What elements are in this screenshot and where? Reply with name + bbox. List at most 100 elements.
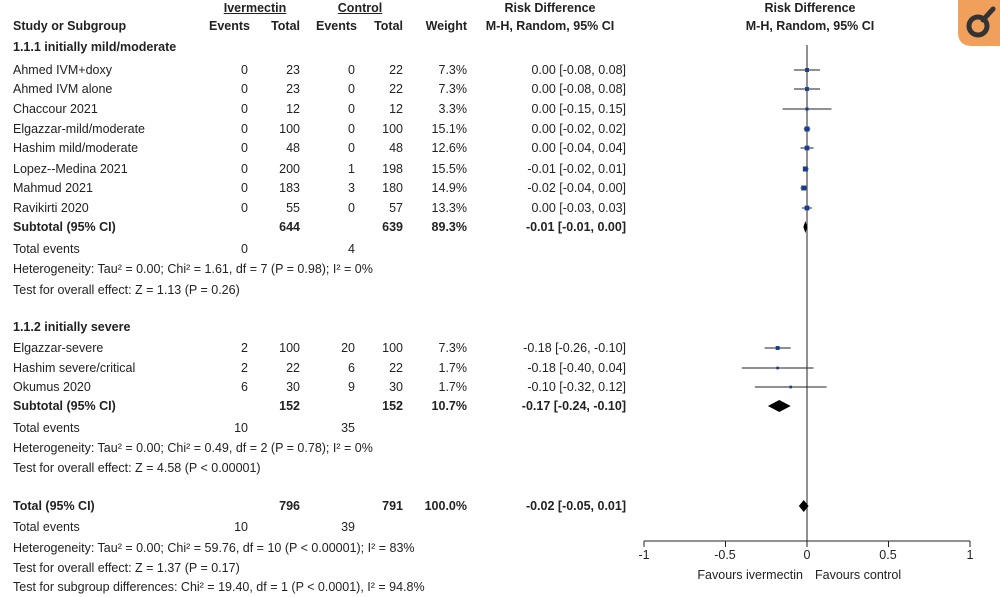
subtotal-ci: -0.17 [-0.24, -0.10] [521,399,626,413]
total-events1: 10 [234,520,248,534]
tick-label: 0 [803,548,811,562]
events1: 2 [241,361,248,375]
study-marker [776,366,779,370]
total2: 100 [382,341,403,355]
weight: 12.6% [431,141,467,155]
study-marker [802,166,808,172]
risk-difference-ci: -0.18 [-0.26, -0.10] [523,341,626,355]
group1-header: Ivermectin [223,1,287,15]
brand-logo-stem [980,6,996,23]
study-marker [775,346,780,350]
group2-header: Control [337,1,383,15]
total1: 100 [279,122,300,136]
col-total1: Total [271,19,300,33]
subtotal-label: Subtotal (95% CI) [13,399,116,413]
subtotal-ci: -0.01 [-0.01, 0.00] [525,220,626,234]
study-marker [789,385,793,389]
subtotal-total1: 152 [279,399,300,413]
total1: 100 [279,341,300,355]
events1: 0 [241,162,248,176]
events2: 9 [348,380,355,394]
study-marker [804,126,810,132]
total2: 48 [389,141,403,155]
weight: 3.3% [438,102,468,116]
events2: 0 [348,201,355,215]
tick-label: -0.5 [714,548,736,562]
favours-left: Favours ivermectin [697,568,803,582]
events2: 3 [348,181,355,195]
weight: 13.3% [431,201,467,215]
subgroup-title: 1.1.2 initially severe [13,320,131,334]
total-ci: -0.02 [-0.05, 0.01] [525,499,626,513]
risk-difference-ci: 0.00 [-0.02, 0.02] [531,122,626,136]
events2: 6 [348,361,355,375]
col-events1: Events [209,19,250,33]
total-events1: 10 [234,421,248,435]
brand-logo-icon [958,0,1000,46]
total1: 183 [279,181,300,195]
study-name: Lopez--Medina 2021 [13,162,128,176]
total1: 12 [286,102,300,116]
total2: 30 [389,380,403,394]
study-name: Okumus 2020 [13,380,91,394]
total-total2: 791 [382,499,403,513]
total2: 22 [389,82,403,96]
weight: 15.1% [431,122,467,136]
study-name: Chaccour 2021 [13,102,98,116]
pooled-estimate-diamond [798,500,809,512]
subgroup-title: 1.1.1 initially mild/moderate [13,40,177,54]
study-name: Ravikirti 2020 [13,201,89,215]
risk-difference-ci: 0.00 [-0.15, 0.15] [531,102,626,116]
weight: 1.7% [438,361,468,375]
total-events2: 35 [341,421,355,435]
study-name: Hashim severe/critical [13,361,136,375]
events2: 0 [348,122,355,136]
pooled-estimate-diamond [767,400,791,412]
total-events-label: Total events [13,421,80,435]
overall-effect: Test for overall effect: Z = 1.37 (P = 0… [13,561,240,575]
subtotal-weight: 89.3% [431,220,467,234]
total2: 12 [389,102,403,116]
risk-difference-ci: 0.00 [-0.08, 0.08] [531,82,626,96]
pooled-estimate-diamond [803,221,808,233]
events1: 6 [241,380,248,394]
risk-difference-ci: -0.02 [-0.04, 0.00] [527,181,626,195]
total1: 23 [286,63,300,77]
weight: 7.3% [438,63,468,77]
risk-difference-ci: 0.00 [-0.04, 0.04] [531,141,626,155]
risk-difference-ci: -0.10 [-0.32, 0.12] [527,380,626,394]
study-name: Mahmud 2021 [13,181,93,195]
subtotal-weight: 10.7% [431,399,467,413]
rd-title: Risk Difference [504,1,596,15]
tick-label: 1 [966,548,974,562]
events1: 0 [241,201,248,215]
total1: 22 [286,361,300,375]
events1: 0 [241,82,248,96]
weight: 7.3% [438,82,468,96]
total-events2: 39 [341,520,355,534]
subtotal-total2: 152 [382,399,403,413]
col-study: Study or Subgroup [13,19,127,33]
total1: 55 [286,201,300,215]
events2: 0 [348,63,355,77]
study-marker [801,185,807,191]
events2: 0 [348,82,355,96]
subtotal-total1: 644 [279,220,300,234]
total-weight: 100.0% [424,499,467,513]
weight: 14.9% [431,181,467,195]
risk-difference-ci: 0.00 [-0.08, 0.08] [531,63,626,77]
study-name: Elgazzar-severe [13,341,104,355]
total-events-label: Total events [13,520,80,534]
tick-label: -1 [638,548,650,562]
rd-method: M-H, Random, 95% CI [485,19,615,33]
subtotal-label: Subtotal (95% CI) [13,220,116,234]
study-marker [804,205,810,211]
brand-logo-ring [966,14,990,38]
col-total2: Total [374,19,403,33]
total-events1: 0 [241,242,248,256]
total-total1: 796 [279,499,300,513]
total2: 57 [389,201,403,215]
weight: 7.3% [438,341,468,355]
events1: 0 [241,122,248,136]
total1: 48 [286,141,300,155]
